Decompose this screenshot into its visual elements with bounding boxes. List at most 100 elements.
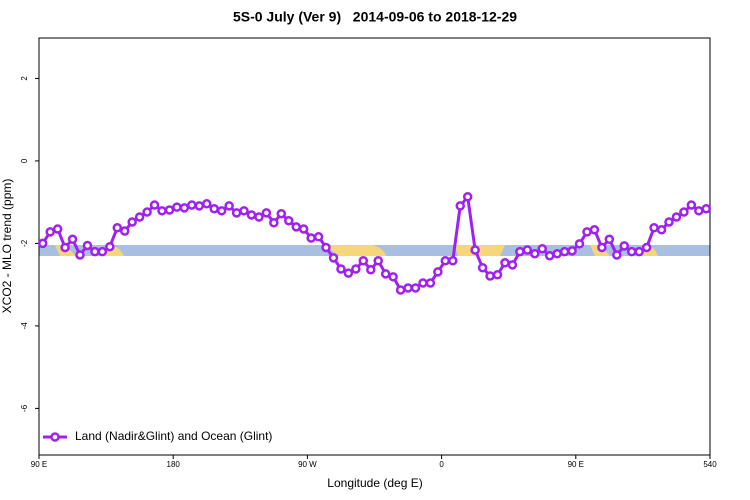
point <box>187 200 197 210</box>
x-tick-label: 90 E <box>31 460 47 469</box>
point <box>507 260 518 270</box>
point <box>522 245 533 255</box>
point <box>582 227 592 237</box>
land-patch <box>455 245 505 256</box>
point <box>313 232 324 242</box>
point <box>306 233 316 243</box>
point <box>112 222 123 233</box>
point <box>470 245 480 255</box>
point <box>492 270 503 280</box>
point <box>37 238 48 249</box>
point <box>179 203 190 213</box>
point <box>105 241 115 252</box>
point <box>134 212 145 222</box>
point <box>567 246 577 256</box>
point <box>209 204 219 214</box>
point <box>604 234 615 245</box>
point <box>574 239 585 249</box>
point <box>530 248 540 259</box>
point <box>254 212 264 222</box>
point <box>246 210 257 220</box>
point <box>224 201 234 211</box>
point <box>380 269 391 279</box>
point <box>418 278 428 288</box>
x-tick-label: 540 <box>703 460 717 469</box>
point <box>612 250 622 260</box>
point <box>239 206 249 216</box>
y-tick-label: 0 <box>20 158 29 163</box>
point <box>686 200 697 210</box>
point <box>298 224 309 234</box>
point <box>291 222 301 232</box>
point <box>358 255 369 266</box>
y-axis-label: XCO2 - MLO trend (ppm) <box>0 179 14 314</box>
point <box>641 242 652 253</box>
point <box>60 242 70 253</box>
point <box>619 241 630 251</box>
y-tick-label: -2 <box>20 239 29 247</box>
land-patch <box>326 245 386 256</box>
point <box>679 207 689 217</box>
point <box>634 246 644 257</box>
point <box>351 264 361 274</box>
point <box>559 246 570 257</box>
point <box>694 206 704 216</box>
point <box>90 246 100 257</box>
series-line <box>41 193 707 292</box>
x-tick-label: 90 E <box>568 460 584 469</box>
x-tick-label: 0 <box>439 460 444 469</box>
point <box>284 215 294 226</box>
point <box>537 244 547 254</box>
point <box>649 222 659 233</box>
point <box>366 265 376 275</box>
point <box>172 202 182 212</box>
point <box>448 255 458 266</box>
point <box>75 250 85 260</box>
y-tick-label: 2 <box>20 76 29 81</box>
point <box>388 272 398 282</box>
point <box>515 246 525 257</box>
point <box>164 205 175 215</box>
point <box>485 271 495 281</box>
point <box>477 262 488 273</box>
point <box>462 192 473 202</box>
point <box>656 225 667 235</box>
point <box>67 234 78 245</box>
point <box>119 226 130 236</box>
point <box>403 283 413 293</box>
point <box>589 225 600 235</box>
point <box>202 199 212 209</box>
point <box>552 248 562 259</box>
map-band <box>39 244 710 256</box>
point <box>97 246 108 257</box>
point <box>149 200 160 210</box>
point <box>433 267 443 277</box>
point <box>701 204 712 214</box>
point <box>500 258 510 268</box>
point <box>194 201 205 211</box>
point <box>216 206 227 216</box>
chart-title: 5S-0 July (Ver 9) 2014-09-06 to 2018-12-… <box>233 9 517 25</box>
point <box>425 278 436 288</box>
legend-marker <box>50 432 60 442</box>
point <box>664 217 674 227</box>
point <box>410 283 421 293</box>
point <box>157 206 167 216</box>
point <box>321 242 331 253</box>
point <box>626 246 637 257</box>
point <box>597 242 607 253</box>
y-tick-label: -4 <box>20 322 29 330</box>
y-tick-label: -6 <box>20 404 29 412</box>
point <box>261 208 272 218</box>
point <box>231 208 242 218</box>
point <box>45 227 55 237</box>
point <box>343 268 354 278</box>
point <box>82 240 93 251</box>
point <box>276 208 287 219</box>
plot-frame <box>38 37 711 456</box>
point <box>455 201 465 211</box>
point <box>52 224 63 234</box>
point <box>373 255 383 266</box>
x-tick-label: 180 <box>167 460 181 469</box>
